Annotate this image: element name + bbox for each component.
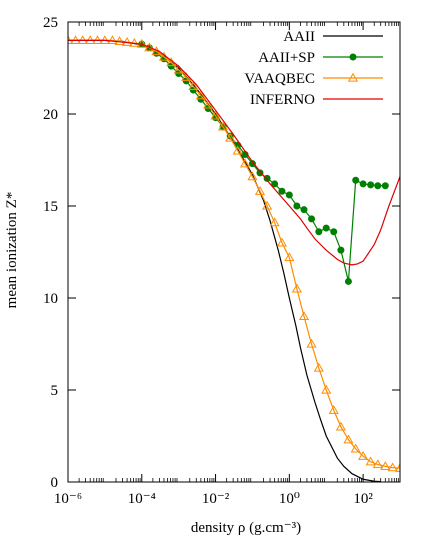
legend-label: INFERNO bbox=[250, 92, 315, 108]
data-point bbox=[367, 181, 375, 189]
data-point bbox=[365, 456, 376, 466]
data-point bbox=[330, 228, 338, 236]
data-point bbox=[381, 182, 389, 190]
data-point bbox=[359, 180, 367, 188]
series-vaaqbec bbox=[68, 35, 400, 472]
data-point bbox=[335, 421, 346, 431]
data-point bbox=[114, 36, 125, 45]
data-point bbox=[197, 95, 205, 103]
data-point bbox=[308, 215, 316, 223]
data-point bbox=[195, 90, 206, 100]
data-point bbox=[188, 81, 199, 91]
data-point bbox=[262, 200, 273, 210]
plot-frame bbox=[67, 21, 401, 483]
y-tick-label: 15 bbox=[43, 199, 58, 215]
axes-layer: 10⁻⁶ 10⁻⁴ 10⁻² 10⁰ 10² 0 5 10 15 20 25 bbox=[43, 15, 401, 507]
data-point bbox=[372, 459, 383, 469]
legend-label: VAAQBEC bbox=[244, 71, 315, 87]
y-tick-label: 25 bbox=[43, 15, 58, 31]
y-tick-label: 20 bbox=[43, 107, 58, 123]
legend-label: AAII bbox=[283, 29, 315, 45]
data-point bbox=[285, 191, 293, 199]
data-point bbox=[284, 252, 295, 262]
x-tick-label: 10² bbox=[353, 491, 373, 507]
data-point bbox=[322, 224, 330, 232]
data-point bbox=[269, 217, 280, 227]
x-tick-label: 10⁰ bbox=[279, 491, 300, 507]
data-point bbox=[122, 37, 133, 46]
data-point bbox=[352, 176, 360, 184]
data-point bbox=[328, 405, 339, 414]
x-tick-label: 10⁻² bbox=[202, 491, 230, 507]
x-tick-label: 10⁻⁶ bbox=[54, 491, 82, 507]
legend-label: AAII+SP bbox=[258, 50, 315, 66]
data-point bbox=[387, 462, 398, 472]
data-point bbox=[321, 384, 332, 394]
data-point bbox=[306, 338, 317, 348]
x-axis-title: density ρ (g.cm⁻³) bbox=[191, 520, 301, 536]
data-point bbox=[144, 42, 155, 52]
data-point bbox=[374, 182, 382, 190]
data-point bbox=[107, 35, 118, 45]
data-point bbox=[337, 246, 345, 254]
data-point bbox=[313, 362, 324, 372]
data-point bbox=[232, 145, 243, 155]
data-point bbox=[173, 64, 184, 74]
data-point bbox=[225, 132, 236, 142]
y-axis-title: mean ionization Z* bbox=[4, 192, 20, 309]
data-point bbox=[343, 434, 354, 444]
data-point bbox=[239, 158, 251, 168]
y-tick-label: 10 bbox=[43, 291, 58, 307]
legend-marker bbox=[349, 53, 357, 61]
legend-marker bbox=[347, 72, 359, 82]
legend: AAII AAII+SP VAAQBEC INFERNO bbox=[244, 29, 383, 108]
data-point bbox=[254, 186, 266, 195]
series-inferno bbox=[68, 39, 400, 266]
data-point bbox=[394, 462, 400, 472]
data-point bbox=[248, 160, 256, 168]
data-point bbox=[344, 277, 352, 285]
data-point bbox=[358, 451, 369, 460]
data-point bbox=[315, 228, 323, 236]
data-point bbox=[189, 86, 197, 94]
data-point bbox=[263, 174, 271, 182]
data-point bbox=[218, 121, 229, 131]
data-point bbox=[350, 443, 361, 453]
y-tick-label: 0 bbox=[51, 475, 59, 491]
data-point bbox=[293, 202, 301, 210]
data-point bbox=[182, 77, 190, 85]
data-point bbox=[380, 461, 391, 471]
series-line bbox=[68, 39, 400, 266]
series-layer bbox=[68, 35, 400, 482]
x-tick-label: 10⁻⁴ bbox=[128, 491, 156, 507]
y-tick-label: 5 bbox=[51, 383, 59, 399]
data-point bbox=[247, 171, 258, 181]
data-point bbox=[298, 311, 310, 321]
data-point bbox=[300, 206, 308, 214]
series-aaii bbox=[68, 39, 381, 482]
series-line bbox=[68, 39, 381, 482]
data-point bbox=[203, 99, 214, 109]
data-point bbox=[276, 237, 287, 247]
data-point bbox=[271, 180, 279, 188]
data-point bbox=[291, 283, 302, 293]
data-point bbox=[210, 110, 221, 120]
data-point bbox=[278, 187, 286, 195]
data-point bbox=[256, 169, 264, 177]
